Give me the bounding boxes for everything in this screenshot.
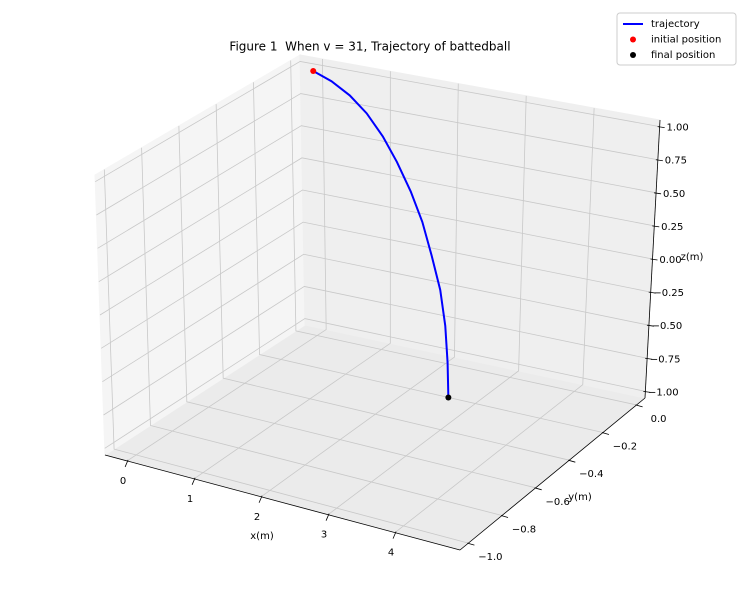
x-tick bbox=[258, 495, 263, 503]
z-tick-label: −0.75 bbox=[650, 354, 681, 365]
trajectory-line bbox=[312, 70, 450, 398]
x-tick bbox=[325, 513, 330, 521]
y-tick-label: 0.0 bbox=[651, 414, 667, 425]
grid-line bbox=[126, 59, 327, 462]
y-tick-label: −0.6 bbox=[546, 497, 570, 508]
z-tick bbox=[652, 225, 660, 228]
z-tick bbox=[648, 291, 656, 294]
plot-area bbox=[310, 67, 452, 401]
z-tick-label: 0.50 bbox=[663, 189, 685, 200]
legend-swatch bbox=[630, 52, 636, 58]
y-tick bbox=[601, 432, 610, 435]
grid-line bbox=[103, 286, 648, 416]
legend-box bbox=[616, 12, 737, 66]
y-tick-label: −1.0 bbox=[478, 552, 502, 563]
y-tick bbox=[534, 487, 542, 491]
grid-line bbox=[178, 125, 536, 489]
z-tick bbox=[646, 324, 654, 327]
y-tick-label: −0.4 bbox=[579, 469, 603, 480]
grid-line bbox=[394, 108, 595, 533]
point bbox=[310, 67, 317, 74]
legend-label: initial position bbox=[651, 35, 721, 46]
grid-line bbox=[260, 83, 459, 498]
grid-line bbox=[215, 104, 570, 461]
z-axis-label: z(m) bbox=[681, 252, 704, 263]
y-tick bbox=[635, 404, 643, 408]
z-tick-label: −0.50 bbox=[652, 321, 683, 332]
z-tick bbox=[645, 357, 653, 360]
grid-line bbox=[99, 189, 653, 316]
y-tick bbox=[467, 542, 475, 546]
x-tick-label: 2 bbox=[254, 512, 260, 523]
grid bbox=[95, 59, 660, 544]
grid-line bbox=[103, 169, 469, 544]
x-tick bbox=[124, 459, 129, 468]
z-tick bbox=[654, 192, 662, 195]
z-tick-label: −0.25 bbox=[653, 288, 684, 299]
z-tick-label: −1.00 bbox=[648, 387, 679, 398]
x-tick-label: 0 bbox=[120, 476, 126, 487]
x-axis-label: x(m) bbox=[250, 531, 274, 542]
y-axis-label: y(m) bbox=[568, 492, 592, 503]
z-tick bbox=[650, 258, 658, 261]
point bbox=[445, 394, 452, 401]
z-tick bbox=[657, 126, 665, 129]
z-tick bbox=[643, 390, 651, 393]
y-tick bbox=[500, 515, 509, 518]
axes: 0 1 2 3 4 −1.0 −0.8 −0.6 −0.4 −0.2 0.0 −1.00 −0.75 −0… bbox=[104, 119, 689, 563]
grid-line bbox=[96, 93, 658, 216]
grid-line bbox=[290, 60, 637, 406]
grid-line bbox=[97, 125, 657, 249]
grid-line bbox=[104, 318, 646, 449]
legend-label: trajectory bbox=[651, 19, 700, 30]
y-tick-label: −0.8 bbox=[512, 524, 536, 535]
x-tick-label: 4 bbox=[388, 548, 394, 559]
z-tick-label: 1.00 bbox=[667, 123, 689, 134]
grid-line bbox=[102, 253, 650, 383]
x-tick bbox=[191, 477, 196, 485]
y-tick bbox=[568, 459, 576, 463]
z-tick-label: 0.75 bbox=[665, 156, 687, 167]
x-tick-label: 3 bbox=[321, 530, 327, 541]
z-tick bbox=[655, 159, 663, 162]
grid-line bbox=[327, 95, 527, 516]
grid-line bbox=[98, 157, 655, 283]
grid-line bbox=[95, 61, 660, 183]
grid-line bbox=[253, 82, 604, 433]
grid-line bbox=[193, 71, 391, 480]
y-axis-line bbox=[459, 397, 646, 551]
x-axis-line bbox=[104, 454, 461, 551]
x-tick-label: 1 bbox=[187, 494, 193, 505]
legend-swatch bbox=[630, 36, 636, 43]
z-tick-label: 0.00 bbox=[659, 255, 681, 266]
grid-line bbox=[100, 221, 651, 349]
z-tick-label: 0.25 bbox=[661, 222, 683, 233]
chart-title: Figure 1 When v = 31, Trajectory of batt… bbox=[229, 40, 510, 54]
grid-line bbox=[141, 147, 503, 516]
x-tick bbox=[392, 531, 397, 539]
legend: trajectory initial position final position bbox=[616, 12, 737, 66]
legend-label: final position bbox=[651, 50, 715, 61]
y-tick-label: −0.2 bbox=[613, 442, 637, 453]
